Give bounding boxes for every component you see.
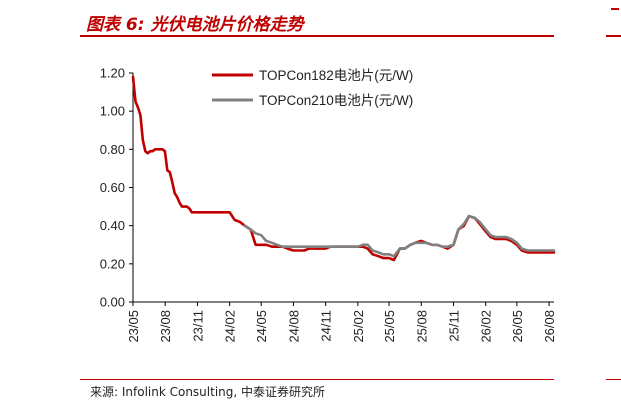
legend-label-2: TOPCon210电池片(元/W) (259, 93, 413, 108)
x-tick-label: 25/08 (414, 310, 429, 343)
chart-series (131, 75, 556, 262)
x-tick-label: 24/02 (223, 310, 238, 343)
x-tick-label: 25/02 (351, 310, 366, 343)
footer-divider (80, 379, 554, 380)
y-tick-label: 1.00 (100, 104, 125, 119)
x-tick-label: 24/08 (286, 310, 301, 343)
chart-legend: TOPCon182电池片(元/W) TOPCon210电池片(元/W) (212, 68, 413, 108)
x-tick-label: 24/11 (319, 310, 334, 342)
y-tick-label: 1.20 (100, 66, 125, 81)
chart-title: 图表 6: 光伏电池片价格走势 (86, 15, 304, 35)
y-tick-label: 0.40 (100, 218, 125, 233)
x-tick-label: 23/08 (158, 310, 173, 343)
chart-axes: 0.00 0.20 0.40 0.60 0.80 1.00 1.20 23/05 23/08 23… (100, 66, 557, 343)
footer-divider-right (606, 379, 621, 380)
y-tick-label: 0.00 (100, 295, 125, 310)
x-tick-label: 25/11 (446, 310, 461, 342)
legend-label-1: TOPCon182电池片(元/W) (259, 68, 413, 83)
header-edge-mark (611, 8, 619, 10)
x-tick-label: 25/05 (382, 310, 397, 343)
x-tick-label: 23/05 (126, 310, 141, 343)
x-tick-label: 23/11 (190, 310, 205, 342)
header-divider (80, 35, 554, 37)
x-tick-label: 26/02 (479, 310, 494, 343)
x-tick-label: 26/08 (542, 310, 557, 343)
series-line-2 (243, 214, 556, 258)
y-tick-label: 0.20 (100, 256, 125, 271)
header-divider-right (606, 35, 621, 37)
y-tick-label: 0.80 (100, 142, 125, 157)
source-note: 来源: Infolink Consulting, 中泰证券研究所 (90, 385, 326, 399)
y-tick-label: 0.60 (100, 180, 125, 195)
x-tick-label: 24/05 (254, 310, 269, 343)
line-chart: 0.00 0.20 0.40 0.60 0.80 1.00 1.20 23/05 23/08 23… (100, 66, 557, 343)
x-tick-label: 26/05 (510, 310, 525, 343)
